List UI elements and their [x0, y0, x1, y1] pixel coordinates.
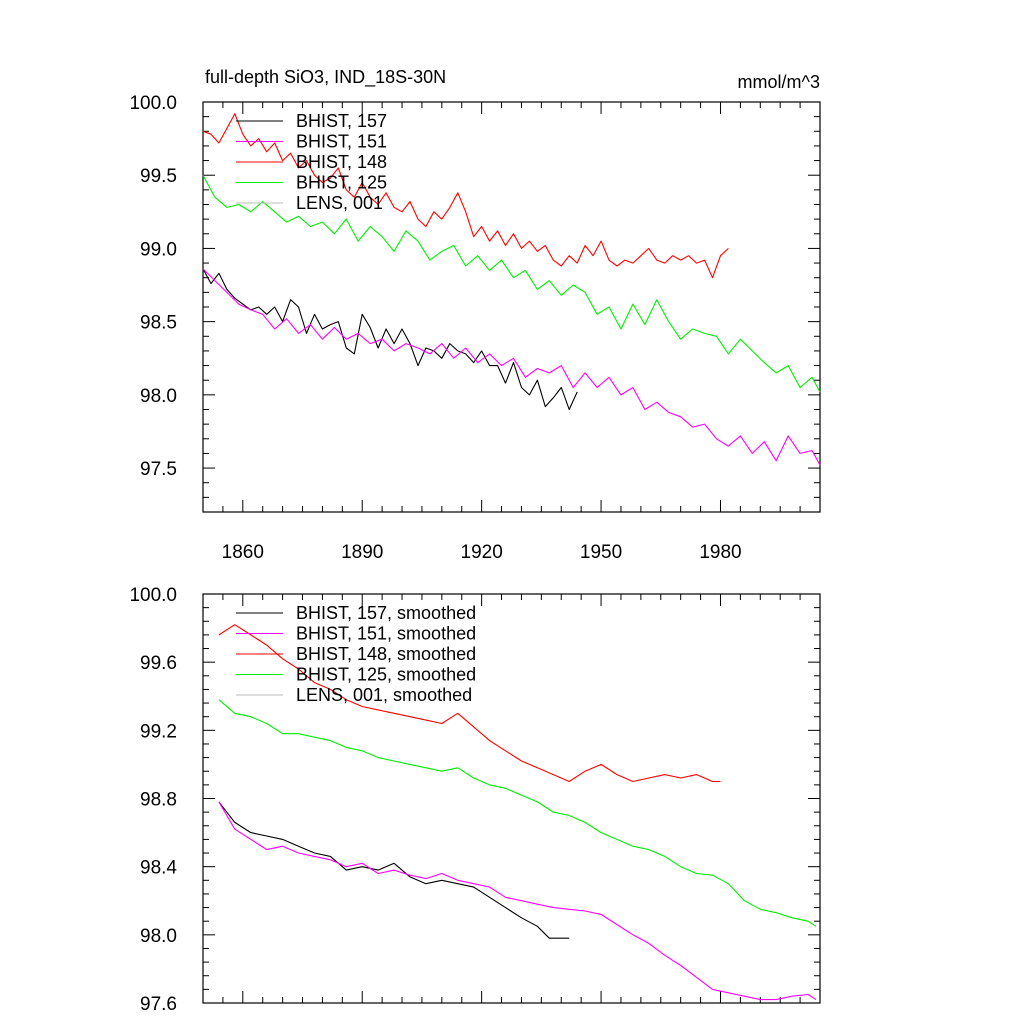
- y-tick-label: 99.6: [140, 653, 177, 674]
- y-tick-label: 97.5: [140, 459, 177, 480]
- y-tick-label: 98.5: [140, 313, 177, 334]
- series-line-3: [202, 113, 729, 279]
- x-tick-label: 1860: [222, 542, 264, 563]
- y-tick-label: 98.4: [140, 858, 177, 879]
- chart-title: full-depth SiO3, IND_18S-30N: [205, 67, 446, 88]
- y-tick-label: 99.2: [140, 721, 177, 742]
- y-tick-label: 97.6: [140, 994, 177, 1015]
- series-line-4: [202, 174, 821, 393]
- top-panel: 1860 1890 1920 1950 1980 97.5 98.0 98.5 99.0 99.5…: [129, 67, 821, 563]
- legend-label: LENS, 001, smoothed: [296, 685, 472, 705]
- legend-label: BHIST, 151: [296, 132, 387, 152]
- x-tick-label: 1920: [461, 542, 503, 563]
- y-tick-label: 98.8: [140, 790, 177, 811]
- y-tick-label: 98.0: [140, 926, 177, 947]
- series-line-1: [202, 268, 578, 411]
- series-line-4: [218, 699, 817, 927]
- x-tick-label: 1950: [580, 542, 622, 563]
- y-tick-label: 100.0: [129, 585, 177, 606]
- y-tick-label: 99.0: [140, 239, 177, 260]
- series-line-1: [218, 801, 570, 939]
- series-line-3: [218, 624, 721, 783]
- legend-label: BHIST, 157: [296, 111, 387, 131]
- x-tick-label: 1980: [699, 542, 741, 563]
- y-tick-label: 99.5: [140, 166, 177, 187]
- series-line-2: [202, 268, 821, 466]
- y-tick-label: 100.0: [129, 93, 177, 114]
- bottom-panel: 97.6 98.0 98.4 98.8 99.2 99.6 100.0 BHIST, 157,…: [129, 585, 821, 1015]
- x-tick-label: 1890: [341, 542, 383, 563]
- units-label: mmol/m^3: [738, 72, 820, 92]
- legend-label: BHIST, 148, smoothed: [296, 644, 476, 664]
- legend-label: BHIST, 125: [296, 173, 387, 193]
- legend-label: BHIST, 157, smoothed: [296, 603, 476, 623]
- legend-label: BHIST, 151, smoothed: [296, 624, 476, 644]
- y-tick-label: 98.0: [140, 386, 177, 407]
- legend-label: LENS, 001: [296, 193, 383, 213]
- series-line-2: [218, 801, 817, 1001]
- legend-label: BHIST, 125, smoothed: [296, 665, 476, 685]
- legend-label: BHIST, 148: [296, 152, 387, 172]
